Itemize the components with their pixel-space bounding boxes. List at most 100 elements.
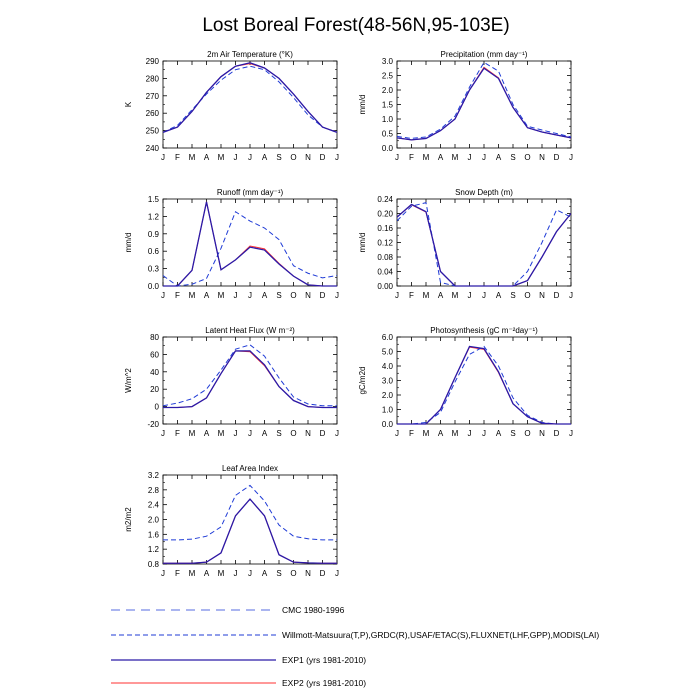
y-tick-label: 0 (155, 403, 160, 412)
chart-panel-4: Snow Depth (m) 0.00 0.04 0.08 0.12 0.16 0.20 0.… (358, 188, 573, 300)
x-tick-label: J (161, 153, 165, 162)
x-tick-label: J (248, 429, 252, 438)
x-tick-label: J (395, 429, 399, 438)
x-tick-label: O (524, 153, 530, 162)
x-tick-label: N (305, 429, 311, 438)
series-line-exp1 (163, 350, 337, 409)
x-tick-label: A (438, 429, 444, 438)
plot-frame (162, 474, 338, 565)
x-tick-label: A (204, 429, 210, 438)
x-tick-label: A (438, 291, 444, 300)
y-tick-label: 2.5 (382, 72, 394, 81)
chart-panel-6: Photosynthesis (gC m⁻²day⁻¹) 0.0 1.0 2.0 3.0… (358, 326, 573, 438)
x-tick-label: M (189, 569, 196, 578)
y-tick-label: -20 (147, 420, 159, 429)
x-tick-label: M (218, 429, 225, 438)
x-tick-label: J (234, 429, 238, 438)
y-axis-label: W/m^2 (124, 368, 133, 393)
y-tick-label: 1.2 (148, 212, 160, 221)
x-tick-label: J (161, 569, 165, 578)
x-tick-label: M (218, 291, 225, 300)
legend-entry-exp1: EXP1 (yrs 1981-2010) (111, 655, 366, 665)
x-tick-label: J (482, 291, 486, 300)
plot-frame (396, 198, 572, 287)
y-tick-label: 0.5 (382, 130, 394, 139)
series-line-exp2 (397, 204, 571, 287)
series-line-exp1 (397, 345, 571, 425)
x-tick-label: N (539, 429, 545, 438)
y-tick-label: 0.24 (377, 195, 393, 204)
y-tick-label: 0.0 (382, 420, 394, 429)
x-tick-label: J (234, 153, 238, 162)
x-tick-label: N (305, 569, 311, 578)
x-tick-label: A (262, 429, 268, 438)
x-tick-label: A (204, 291, 210, 300)
y-tick-label: 1.5 (148, 195, 160, 204)
y-tick-label: 0.20 (377, 210, 393, 219)
x-tick-label: J (468, 291, 472, 300)
x-tick-label: J (569, 291, 573, 300)
x-tick-label: A (204, 569, 210, 578)
y-tick-label: 4.0 (382, 362, 394, 371)
x-tick-label: O (290, 153, 296, 162)
x-tick-label: M (452, 429, 459, 438)
plot-frame (396, 60, 572, 149)
legend-entry-exp2: EXP2 (yrs 1981-2010) (111, 678, 366, 688)
chart-panel-1: 2m Air Temperature (°K) 240 250 260 270 280 29… (124, 50, 339, 162)
x-tick-label: D (554, 291, 560, 300)
x-tick-label: A (496, 153, 502, 162)
y-axis-label: m2/m2 (124, 507, 133, 532)
y-tick-label: 20 (150, 385, 159, 394)
x-tick-label: J (482, 153, 486, 162)
x-tick-label: M (218, 569, 225, 578)
x-tick-label: D (320, 291, 326, 300)
y-tick-label: 3.0 (382, 57, 394, 66)
series-line-exp2 (163, 498, 337, 564)
panel-title: Runoff (mm day⁻¹) (217, 188, 284, 197)
chart-panel-2: Precipitation (mm day⁻¹) 0.0 0.5 1.0 1.5 2.0 2… (358, 50, 573, 162)
legend-label: EXP2 (yrs 1981-2010) (282, 678, 366, 688)
series-line-exp2 (397, 346, 571, 425)
x-tick-label: A (496, 429, 502, 438)
x-tick-label: A (496, 291, 502, 300)
series-line-obs (397, 202, 571, 287)
panel-title: 2m Air Temperature (°K) (207, 50, 293, 59)
y-axis-label: mm/d (358, 233, 367, 253)
x-tick-label: S (510, 291, 515, 300)
x-tick-label: D (320, 153, 326, 162)
x-tick-label: F (409, 429, 414, 438)
y-axis-label: mm/d (124, 233, 133, 253)
y-tick-label: 0.0 (148, 282, 160, 291)
x-tick-label: J (161, 429, 165, 438)
y-tick-label: 0.9 (148, 230, 160, 239)
x-tick-label: A (262, 291, 268, 300)
y-tick-label: 3.2 (148, 471, 160, 480)
x-tick-label: J (482, 429, 486, 438)
panels: 2m Air Temperature (°K) 240 250 260 270 280 29… (124, 50, 573, 578)
plot-frame (162, 336, 338, 425)
x-tick-label: J (248, 569, 252, 578)
x-tick-label: J (395, 291, 399, 300)
x-tick-label: S (276, 291, 281, 300)
y-axis-label: K (124, 101, 133, 107)
series-line-exp1 (163, 201, 337, 287)
series-line-exp2 (163, 350, 337, 408)
series-line-exp2 (163, 63, 337, 133)
x-tick-label: O (524, 291, 530, 300)
x-tick-label: M (452, 153, 459, 162)
y-tick-label: 0.0 (382, 144, 394, 153)
x-tick-label: A (438, 153, 444, 162)
x-tick-label: N (305, 153, 311, 162)
y-tick-label: 2.0 (382, 391, 394, 400)
y-tick-label: 250 (146, 127, 160, 136)
x-tick-label: M (423, 153, 430, 162)
y-tick-label: 3.0 (382, 377, 394, 386)
y-tick-label: 260 (146, 109, 160, 118)
y-tick-label: 0.08 (377, 253, 393, 262)
panel-title: Latent Heat Flux (W m⁻²) (205, 326, 295, 335)
x-tick-label: A (204, 153, 210, 162)
x-tick-label: F (175, 153, 180, 162)
